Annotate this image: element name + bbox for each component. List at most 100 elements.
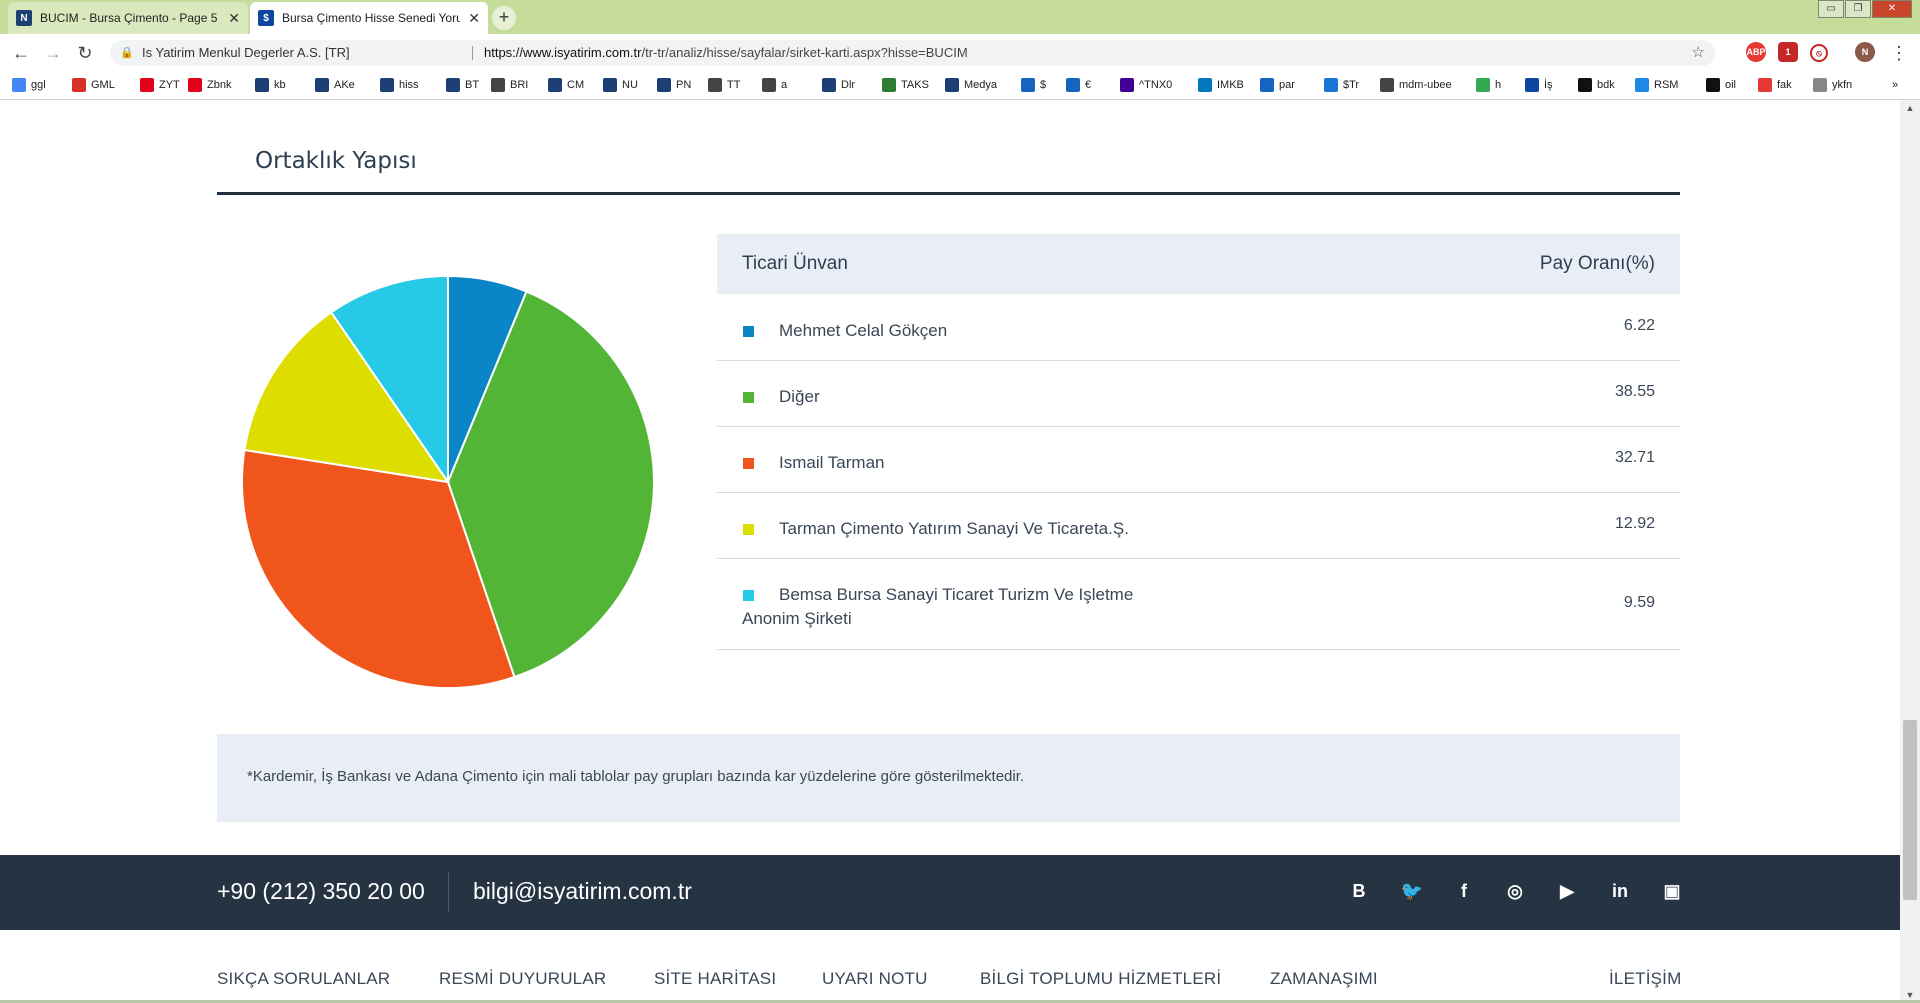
table-row: Mehmet Celal Gökçen 6.22 xyxy=(717,294,1680,361)
page-scrollbar[interactable]: ▲ ▼ xyxy=(1900,100,1920,1003)
bookmark-23[interactable]: $Tr xyxy=(1324,76,1359,94)
bookmark-22[interactable]: par xyxy=(1260,76,1295,94)
tab-strip: N BUCIM - Bursa Çimento - Page 5 ✕ $ Bur… xyxy=(0,0,1920,34)
pie-slice-4[interactable] xyxy=(243,310,451,484)
bookmark-label: BRI xyxy=(510,79,529,91)
bookmark-19[interactable]: € xyxy=(1066,76,1091,94)
footer-link-announcements[interactable]: RESMİ DUYURULAR xyxy=(439,969,607,988)
pie-slice-5[interactable] xyxy=(329,274,449,486)
page-content: Ortaklık Yapısı Ticari Ünvan Pay Oranı(%… xyxy=(0,100,1900,1003)
pie-slice-3[interactable] xyxy=(241,448,516,689)
bookmark-1[interactable]: ggl xyxy=(12,76,46,94)
close-icon[interactable]: ✕ xyxy=(468,9,480,26)
adblock-icon[interactable]: ABP xyxy=(1746,42,1766,62)
footer-link-contact[interactable]: İLETİŞİM xyxy=(1609,969,1682,988)
linkedin-icon[interactable]: in xyxy=(1612,880,1628,901)
shareholder-share: 6.22 xyxy=(1623,317,1655,334)
arrow-icon xyxy=(1066,78,1080,92)
address-bar[interactable]: 🔒 Is Yatirim Menkul Degerler A.S. [TR] h… xyxy=(110,40,1715,66)
bookmark-2[interactable]: GML xyxy=(72,76,115,94)
google-icon xyxy=(12,78,26,92)
bookmark-15[interactable]: Dlr xyxy=(822,76,855,94)
twitter-icon[interactable]: 🐦 xyxy=(1400,880,1424,901)
tab-title: BUCIM - Bursa Çimento - Page 5 xyxy=(40,11,218,25)
bookmark-28[interactable]: RSM xyxy=(1635,76,1678,94)
bookmark-11[interactable]: NU xyxy=(603,76,638,94)
facebook-icon[interactable]: f xyxy=(1461,880,1467,901)
bookmark-14[interactable]: a xyxy=(762,76,787,94)
bookmark-13[interactable]: TT xyxy=(708,76,740,94)
footer-link-information-services[interactable]: BİLGİ TOPLUMU HİZMETLERİ xyxy=(980,969,1222,988)
address-divider xyxy=(472,46,473,60)
close-icon[interactable]: ✕ xyxy=(228,9,240,26)
pie-slice-2[interactable] xyxy=(446,290,655,679)
bookmark-4[interactable]: Zbnk xyxy=(188,76,231,94)
instagram-icon[interactable]: ◎ xyxy=(1507,880,1523,901)
bookmark-label: RSM xyxy=(1654,79,1679,91)
window-close-button[interactable]: ✕ xyxy=(1872,0,1912,18)
bookmark-12[interactable]: PN xyxy=(657,76,691,94)
bookmark-24[interactable]: mdm-ubee xyxy=(1380,76,1452,94)
bookmark-30[interactable]: fak xyxy=(1758,76,1792,94)
bookmark-10[interactable]: CM xyxy=(548,76,584,94)
reload-icon[interactable]: ↻ xyxy=(77,43,93,63)
shareholder-pie-chart xyxy=(241,274,655,689)
footer-email[interactable]: bilgi@isyatirim.com.tr xyxy=(473,878,692,904)
plus-icon xyxy=(1758,78,1772,92)
table-row: Diğer 38.55 xyxy=(717,361,1680,427)
bookmark-star-icon[interactable]: ☆ xyxy=(1691,44,1705,61)
new-tab-button[interactable]: + xyxy=(492,6,516,30)
footer-link-warning[interactable]: UYARI NOTU xyxy=(822,969,928,988)
bookmark-3[interactable]: ZYT xyxy=(140,76,180,94)
scroll-up-icon[interactable]: ▲ xyxy=(1905,103,1915,113)
bookmark-29[interactable]: oil xyxy=(1706,76,1736,94)
contact-footer: +90 (212) 350 20 00 bilgi@isyatirim.com.… xyxy=(0,855,1900,930)
bookmark-31[interactable]: ykfn xyxy=(1813,76,1852,94)
scrollbar-thumb[interactable] xyxy=(1903,720,1917,900)
restore-button[interactable]: ❐ xyxy=(1845,0,1871,18)
bookmark-8[interactable]: BT xyxy=(446,76,479,94)
bookmark-27[interactable]: bdk xyxy=(1578,76,1615,94)
tab-title: Bursa Çimento Hisse Senedi Yorumları xyxy=(282,11,461,25)
shareholder-name: Mehmet Celal Gökçen xyxy=(779,321,948,340)
bookmark-5[interactable]: kb xyxy=(255,76,286,94)
bookmark-21[interactable]: IMKB xyxy=(1198,76,1244,94)
youtube-icon[interactable]: ▶ xyxy=(1560,880,1574,901)
profile-avatar[interactable]: N xyxy=(1855,42,1875,62)
bloomberg-icon xyxy=(1198,78,1212,92)
footer-phone[interactable]: +90 (212) 350 20 00 xyxy=(217,878,425,904)
forward-icon[interactable]: → xyxy=(44,43,62,63)
bookmark-18[interactable]: $ xyxy=(1021,76,1046,94)
bookmark-label: fak xyxy=(1777,79,1792,91)
leaf-icon xyxy=(882,78,896,92)
tab-bursa-cimento[interactable]: $ Bursa Çimento Hisse Senedi Yorumları ✕ xyxy=(250,2,488,34)
bookmark-17[interactable]: Medya xyxy=(945,76,997,94)
bookmark-26[interactable]: İş xyxy=(1525,76,1553,94)
bookmarks-overflow-button[interactable]: » xyxy=(1892,79,1899,91)
bookmark-6[interactable]: AKe xyxy=(315,76,355,94)
bookmark-label: PN xyxy=(676,79,692,91)
slideshare-icon[interactable]: ▣ xyxy=(1663,880,1681,901)
footer-link-sitemap[interactable]: SİTE HARİTASI xyxy=(654,969,777,988)
scroll-down-icon[interactable]: ▼ xyxy=(1905,990,1915,1000)
bookmark-25[interactable]: h xyxy=(1476,76,1501,94)
isyatirim-icon xyxy=(945,78,959,92)
bookmark-label: $Tr xyxy=(1343,79,1360,91)
footer-link-limitation[interactable]: ZAMANAŞIMI xyxy=(1270,969,1378,988)
extension-shield-icon[interactable]: 1 xyxy=(1778,42,1798,62)
blogger-icon[interactable]: B xyxy=(1352,880,1366,901)
bookmark-label: İş xyxy=(1544,79,1553,91)
menu-kebab-icon[interactable]: ⋮ xyxy=(1890,43,1908,63)
shareholder-name: Ismail Tarman xyxy=(779,453,885,472)
bookmark-7[interactable]: hiss xyxy=(380,76,419,94)
bookmark-20[interactable]: ^TNX0 xyxy=(1120,76,1172,94)
footer-link-faq[interactable]: SIKÇA SORULANLAR xyxy=(217,969,391,988)
bookmark-label: oil xyxy=(1725,79,1737,91)
bookmark-label: Dlr xyxy=(841,79,856,91)
minimize-button[interactable]: ▭ xyxy=(1818,0,1844,18)
block-icon[interactable]: ⦸ xyxy=(1810,44,1828,62)
tab-bucim[interactable]: N BUCIM - Bursa Çimento - Page 5 ✕ xyxy=(8,2,248,34)
back-icon[interactable]: ← xyxy=(12,43,30,63)
bookmark-9[interactable]: BRI xyxy=(491,76,528,94)
bookmark-16[interactable]: TAKS xyxy=(882,76,929,94)
